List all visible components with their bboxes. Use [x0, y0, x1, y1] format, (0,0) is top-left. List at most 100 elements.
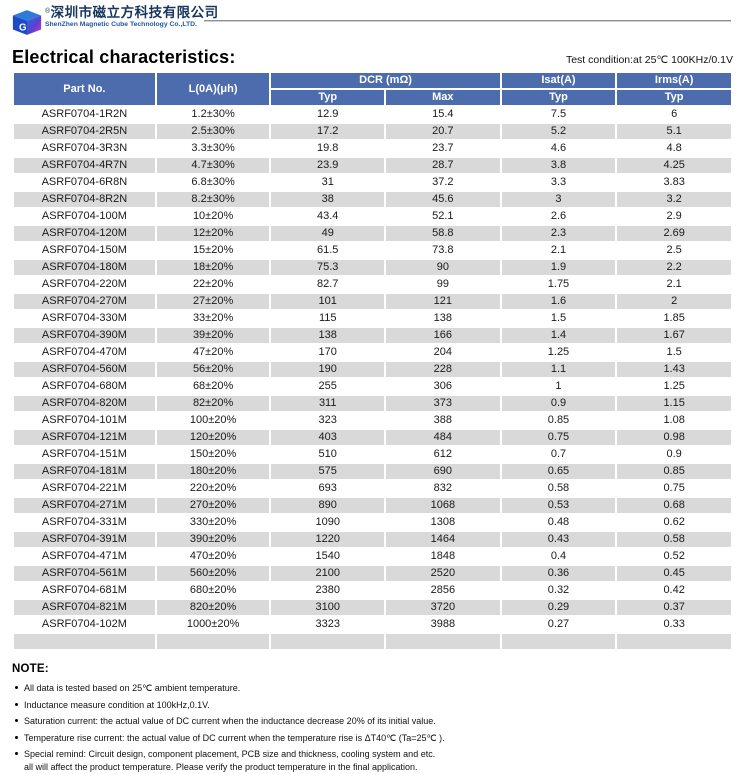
cell-part-no: ASRF0704-101M	[41, 414, 127, 426]
table-row: ASRF0704-180M 18±20% 75.3 90 1.9 2.2	[14, 260, 731, 275]
cell-part-no: ASRF0704-1R2N	[41, 108, 128, 120]
cell-irms-typ: 0.98	[617, 430, 731, 445]
table-row: ASRF0704-821M 820±20% 3100 3720 0.29 0.3…	[14, 600, 731, 615]
table-row: ASRF0704-150M 15±20% 61.5 73.8 2.1 2.5	[14, 243, 731, 258]
table-row: ASRF0704-181M 180±20% 575 690 0.65 0.85	[14, 464, 731, 479]
cell-inductance: 82±20%	[156, 396, 270, 411]
cell-dcr-max: 832	[433, 482, 453, 494]
col-subheader-irms-typ: Typ	[617, 90, 731, 105]
cell-part-no: ASRF0704-6R8N	[41, 176, 128, 188]
cell-dcr-max: 23.7	[432, 142, 454, 154]
col-subheader-dcr-typ: Typ	[271, 90, 385, 105]
cell-isat-typ: 0.75	[501, 430, 616, 445]
cell-dcr-max: 121	[386, 294, 500, 309]
cell-part-no: ASRF0704-470M	[41, 346, 127, 358]
cell-part-no	[14, 634, 155, 649]
table-body: ASRF0704-1R2N 1.2±30% 12.9 15.4 7.5 6 AS…	[14, 107, 731, 649]
cell-inductance: 6.8±30%	[191, 176, 235, 188]
cell-part-no: ASRF0704-180M	[14, 260, 155, 275]
cell-inductance: 150±20%	[189, 448, 237, 460]
cell-isat-typ: 0.36	[501, 566, 616, 581]
cell-part-no: ASRF0704-150M	[41, 244, 127, 256]
bullet-icon	[15, 735, 18, 739]
cell-inductance: 220±20%	[189, 482, 237, 494]
cell-irms-typ: 2.1	[666, 278, 682, 290]
cell-part-no: ASRF0704-102M	[41, 618, 127, 630]
cell-inductance: 2.5±30%	[156, 124, 270, 139]
cell-irms-typ: 0.68	[617, 498, 731, 513]
cell-dcr-typ: 403	[271, 430, 385, 445]
cell-dcr-typ: 115	[318, 312, 337, 324]
cell-isat-typ: 1.9	[501, 260, 616, 275]
cell-inductance: 270±20%	[156, 498, 270, 513]
note-title: NOTE:	[12, 663, 49, 675]
table-row: ASRF0704-1R2N 1.2±30% 12.9 15.4 7.5 6	[14, 107, 731, 122]
company-name-block: ®深圳市磁立方科技有限公司 ShenZhen Magnetic Cube Tec…	[45, 5, 219, 28]
table-row: ASRF0704-101M 100±20% 323 388 0.85 1.08	[14, 413, 731, 428]
cell-dcr-typ: 190	[271, 362, 385, 377]
cell-inductance: 33±20%	[192, 312, 234, 324]
cell-part-no: ASRF0704-330M	[41, 312, 127, 324]
cell-isat-typ: 1.25	[547, 346, 570, 358]
cell-dcr-max: 1068	[386, 498, 500, 513]
cell-isat-typ: 0.27	[547, 618, 570, 630]
cell-dcr-max: 612	[433, 448, 453, 460]
col-subheader-isat-typ: Typ	[501, 90, 616, 105]
cell-part-no: ASRF0704-151M	[41, 448, 127, 460]
cell-irms-typ: 1.43	[617, 362, 731, 377]
cell-isat-typ: 2.1	[550, 244, 567, 256]
cell-isat-typ: 3	[501, 192, 616, 207]
cell-dcr-typ: 61.5	[317, 244, 339, 256]
cell-inductance: 39±20%	[156, 328, 270, 343]
cell-isat-typ: 2.3	[501, 226, 616, 241]
cell-part-no: ASRF0704-270M	[14, 294, 155, 309]
table-row: ASRF0704-221M 220±20% 693 832 0.58 0.75	[14, 481, 731, 496]
cell-part-no: ASRF0704-561M	[14, 566, 155, 581]
cell-inductance: 180±20%	[156, 464, 270, 479]
cell-dcr-max: 228	[386, 362, 500, 377]
bullet-icon	[15, 752, 18, 756]
cell-irms-typ: 4.8	[666, 142, 682, 154]
col-header-irms: Irms(A)	[617, 73, 731, 88]
cell-isat-typ: 0.4	[550, 550, 567, 562]
cell-inductance: 18±20%	[156, 260, 270, 275]
note-item-text: All data is tested based on 25℃ ambient …	[24, 683, 241, 693]
cell-irms-typ: 1.08	[663, 414, 685, 426]
note-item-text: Inductance measure condition at 100kHz,0…	[24, 699, 210, 710]
cell-irms-typ: 5.1	[617, 124, 731, 139]
table-row: ASRF0704-470M 47±20% 170 204 1.25 1.5	[14, 345, 731, 360]
table-row: ASRF0704-391M 390±20% 1220 1464 0.43 0.5…	[14, 532, 731, 547]
cell-isat-typ: 0.7	[550, 448, 567, 460]
cell-irms-typ: 1.85	[663, 312, 685, 324]
cell-isat-typ: 0.85	[547, 414, 570, 426]
cell-inductance: 1000±20%	[186, 618, 240, 630]
company-logo: G ®深圳市磁立方科技有限公司 ShenZhen Magnetic Cube T…	[12, 5, 733, 36]
cell-inductance: 120±20%	[156, 430, 270, 445]
cell-dcr-typ: 82.7	[317, 278, 339, 290]
svg-text:G: G	[19, 22, 27, 33]
cell-part-no: ASRF0704-181M	[14, 464, 155, 479]
cell-isat-typ: 1.75	[547, 278, 570, 290]
cell-inductance: 27±20%	[156, 294, 270, 309]
cell-isat-typ: 0.58	[547, 482, 570, 494]
cell-dcr-max: 373	[386, 396, 500, 411]
cell-part-no: ASRF0704-390M	[14, 328, 155, 343]
cell-part-no: ASRF0704-220M	[41, 278, 127, 290]
table-row: ASRF0704-120M 12±20% 49 58.8 2.3 2.69	[14, 226, 731, 241]
cell-dcr-typ: 1090	[315, 516, 340, 528]
cell-irms-typ: 1.5	[666, 346, 682, 358]
magnetic-cube-logo-icon: G	[12, 10, 42, 35]
cell-irms-typ: 0.9	[666, 448, 682, 460]
test-condition-text: Test condition:at 25℃ 100KHz/0.1V	[565, 54, 733, 66]
cell-part-no: ASRF0704-2R5N	[14, 124, 155, 139]
cell-irms-typ: 2.69	[617, 226, 731, 241]
cell-inductance: 10±20%	[192, 210, 234, 222]
cell-dcr-max: 306	[433, 380, 453, 392]
cell-irms-typ: 0.45	[617, 566, 731, 581]
cell-part-no: ASRF0704-4R7N	[14, 158, 155, 173]
cell-dcr-max: 20.7	[386, 124, 500, 139]
note-section: NOTE: All data is tested based on 25℃ am…	[12, 663, 733, 774]
cell-dcr-max: 388	[433, 414, 453, 426]
cell-dcr-typ: 101	[271, 294, 385, 309]
cell-dcr-max: 1848	[430, 550, 456, 562]
